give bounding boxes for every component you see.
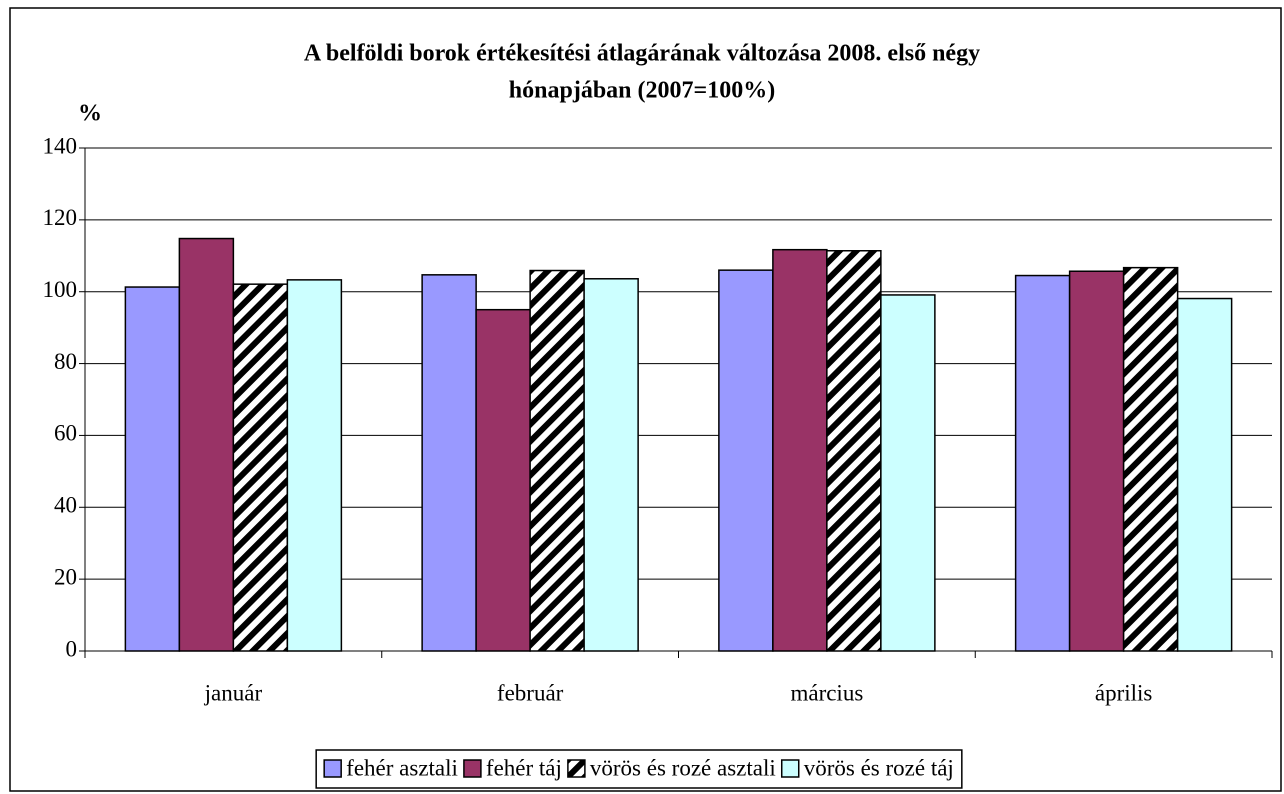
y-tick-label: 120 (43, 205, 78, 230)
legend-swatch (463, 759, 482, 778)
chart-border (9, 7, 1282, 792)
legend-label: fehér asztali (346, 755, 458, 780)
legend-swatch (780, 759, 800, 778)
y-tick-label: 80 (54, 349, 77, 374)
legend-label: fehér táj (486, 755, 562, 780)
y-tick-label: 100 (43, 277, 78, 302)
x-tick-label: január (204, 680, 263, 705)
bar (529, 269, 585, 652)
bar (772, 248, 828, 652)
legend-swatch (567, 759, 586, 778)
bar (124, 286, 181, 652)
bar (718, 269, 774, 652)
bar (880, 294, 936, 652)
y-tick-label: 0 (66, 636, 78, 661)
y-tick-label: 60 (54, 421, 77, 446)
x-tick-label: február (497, 680, 564, 705)
legend-swatch (323, 759, 342, 778)
chart-title: hónapjában (2007=100%) (509, 78, 775, 104)
bar (286, 279, 343, 652)
x-tick-label: április (1095, 680, 1153, 705)
y-axis-label: % (78, 101, 102, 127)
y-tick-label: 140 (43, 133, 78, 158)
legend-label: vörös és rozé asztali (590, 755, 776, 780)
bar (421, 274, 477, 652)
bar (1014, 274, 1071, 652)
bar (1068, 270, 1125, 652)
legend-frame (315, 749, 963, 789)
bar (475, 308, 531, 652)
bar (1176, 297, 1233, 652)
legend-label: vörös és rozé táj (804, 755, 954, 780)
y-tick-label: 40 (54, 493, 77, 518)
bar (1122, 266, 1179, 652)
chart-title: A belföldi borok értékesítési átlagárána… (304, 41, 980, 67)
x-tick-label: március (790, 680, 863, 705)
bar (178, 237, 235, 652)
bar (232, 283, 289, 652)
y-tick-label: 20 (54, 564, 77, 589)
bar (583, 278, 639, 652)
bar (826, 250, 882, 652)
